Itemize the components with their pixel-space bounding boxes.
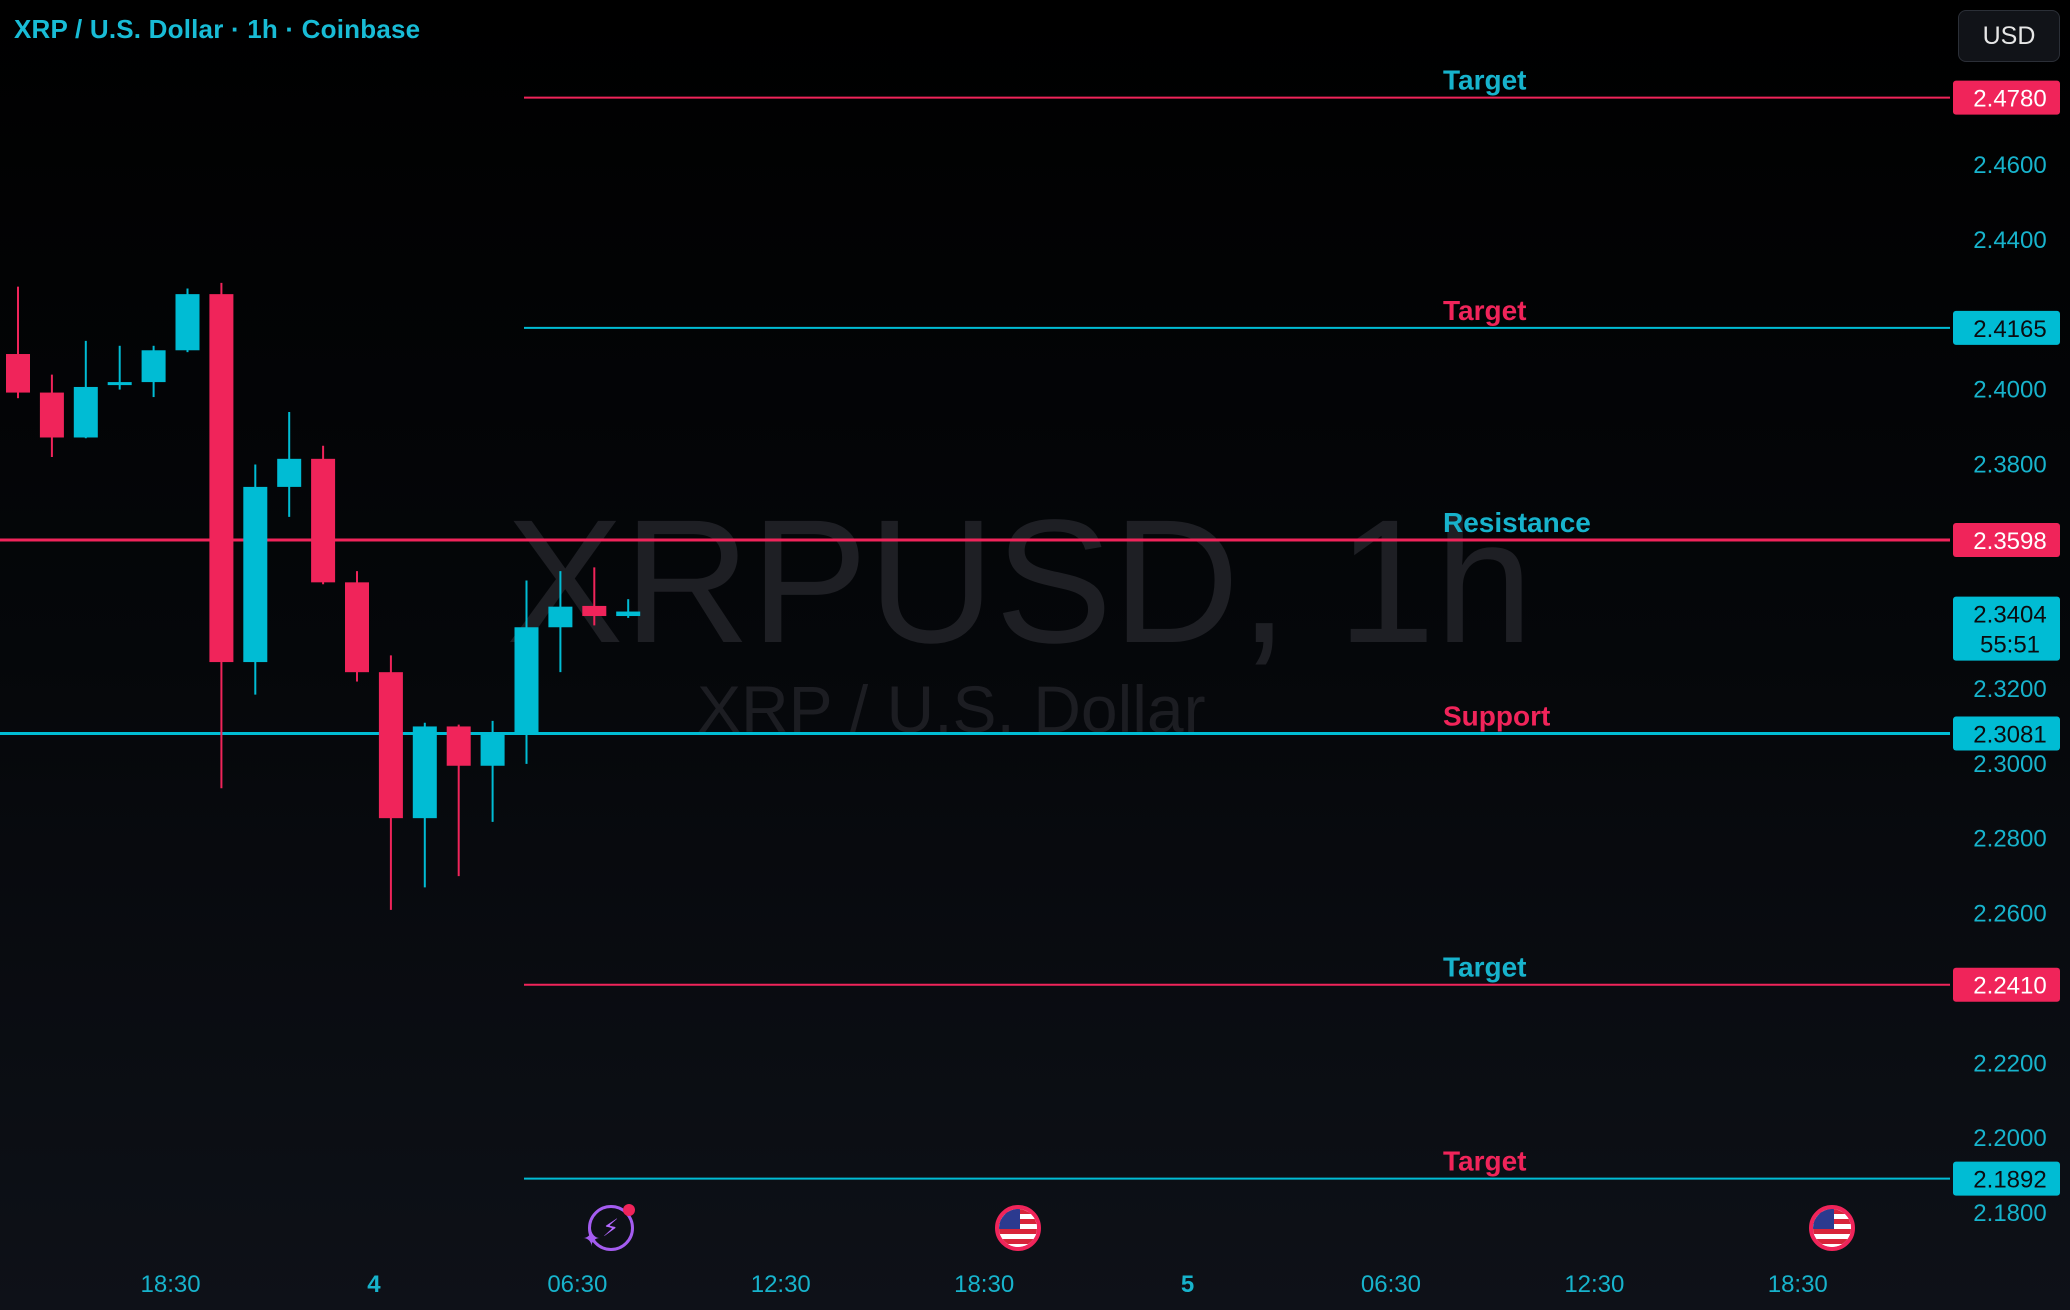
- price-tick-label: 2.3200: [1973, 676, 2046, 703]
- level-price-label: 2.3081: [1973, 722, 2046, 749]
- sparkle-icon: ✦: [582, 1226, 601, 1251]
- candle-body: [311, 458, 336, 583]
- horizontal-levels: Target Target Resistance Support Target Targe…: [0, 65, 1950, 1180]
- candle-body: [175, 294, 200, 351]
- watermark-symbol: XRPUSD, 1h: [506, 484, 1534, 680]
- price-tick-label: 2.2600: [1973, 901, 2046, 928]
- level-price-label: 2.2410: [1973, 973, 2046, 1000]
- candle-body: [243, 486, 268, 663]
- us-flag-event-icon[interactable]: [995, 1205, 1042, 1251]
- candle-body: [446, 726, 471, 766]
- candlestick-series: [6, 282, 641, 910]
- level-price-label: 2.4165: [1973, 316, 2046, 343]
- level-label: Target: [1443, 65, 1527, 96]
- price-tick-label: 2.3000: [1973, 751, 2046, 778]
- notification-dot: [623, 1204, 636, 1216]
- candle-body: [345, 582, 369, 673]
- candle-body: [6, 354, 30, 393]
- candle-body: [548, 606, 573, 628]
- price-tick-label: 2.2800: [1973, 826, 2046, 853]
- price-tick-label: 2.2200: [1973, 1050, 2046, 1077]
- time-tick-label: 18:30: [141, 1271, 201, 1298]
- candle-body: [107, 382, 132, 386]
- flag-canton: [999, 1209, 1020, 1229]
- candle-body: [582, 605, 607, 617]
- bolt-glyph: ⚡: [602, 1215, 620, 1242]
- candle-body: [616, 611, 641, 617]
- symbol-title[interactable]: XRP / U.S. Dollar · 1h · Coinbase: [14, 14, 421, 44]
- level-price-label: 2.1892: [1973, 1167, 2046, 1194]
- price-tick-label: 2.3800: [1973, 451, 2046, 478]
- candle-body: [277, 458, 302, 487]
- time-axis[interactable]: 18:30 4 06:30 12:30 18:30 5 06:30 12:30 18:30: [141, 1271, 1828, 1298]
- lightning-event-icon[interactable]: ⚡ ✦: [582, 1204, 636, 1251]
- level-label: Target: [1443, 295, 1527, 326]
- time-tick-label: 06:30: [1361, 1271, 1421, 1298]
- flag-canton: [1812, 1209, 1834, 1229]
- current-price-label: 2.3404: [1973, 602, 2046, 629]
- us-flag-event-icon[interactable]: [1808, 1205, 1855, 1251]
- price-tick-label: 2.4600: [1973, 152, 2046, 179]
- price-tick-label: 2.1800: [1973, 1200, 2046, 1227]
- time-tick-label: 06:30: [547, 1271, 607, 1298]
- candle-body: [209, 294, 234, 663]
- current-price-badge: [1953, 596, 2060, 661]
- level-price-badge: [1953, 967, 2060, 1002]
- level-price-label: 2.3598: [1973, 528, 2046, 555]
- price-tick-label: 2.2000: [1973, 1125, 2046, 1152]
- level-label: Target: [1443, 952, 1527, 983]
- candle-body: [39, 392, 64, 438]
- time-tick-label: 5: [1181, 1271, 1194, 1298]
- bar-countdown-label: 55:51: [1980, 632, 2040, 659]
- time-tick-label: 12:30: [1564, 1271, 1624, 1298]
- time-tick-label: 12:30: [751, 1271, 811, 1298]
- price-tick-label: 2.4400: [1973, 227, 2046, 254]
- level-price-label: 2.4780: [1973, 86, 2046, 113]
- currency-button[interactable]: USD: [1958, 10, 2060, 62]
- level-label: Target: [1443, 1146, 1527, 1177]
- level-price-badge: [1953, 310, 2060, 345]
- level-price-badge: [1953, 1161, 2060, 1196]
- time-tick-label: 18:30: [1768, 1271, 1828, 1298]
- level-label: Support: [1443, 701, 1550, 732]
- candle-body: [514, 627, 539, 733]
- level-label: Resistance: [1443, 507, 1591, 538]
- time-tick-label: 4: [367, 1271, 381, 1298]
- level-price-badge: [1953, 523, 2060, 558]
- watermark-description: XRP / U.S. Dollar: [697, 672, 1206, 746]
- level-price-badge: [1953, 80, 2060, 115]
- candle-body: [480, 732, 505, 766]
- candle-body: [412, 726, 437, 819]
- candle-body: [141, 350, 166, 383]
- time-tick-label: 18:30: [954, 1271, 1014, 1298]
- candle-body: [73, 386, 98, 438]
- price-axis[interactable]: 2.4600 2.4400 2.4000 2.3800 2.3200 2.3000 2.28…: [1953, 80, 2060, 1227]
- candle-body: [378, 672, 403, 819]
- level-price-badge: [1953, 716, 2060, 751]
- price-tick-label: 2.4000: [1973, 377, 2046, 404]
